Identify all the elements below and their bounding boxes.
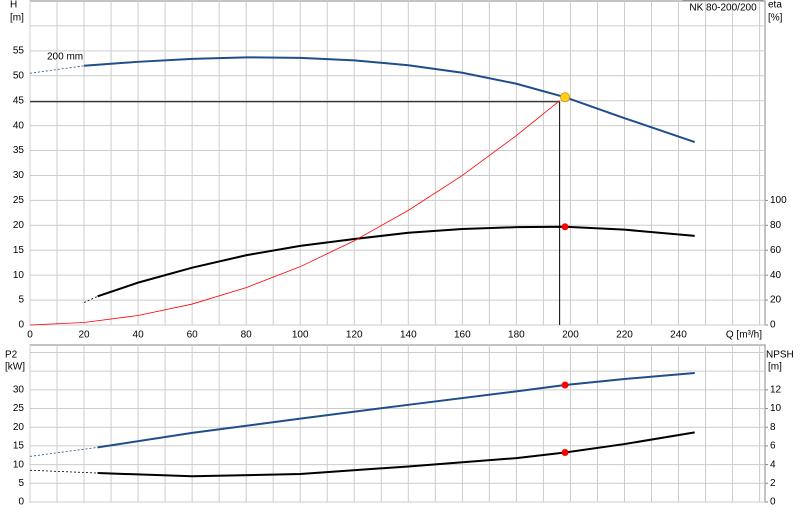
y2-tick-label: 80 (770, 220, 782, 231)
x-tick-label: 180 (508, 330, 525, 341)
y-tick-label: 25 (13, 403, 25, 414)
curve-extrapolated (29, 65, 85, 74)
y2-tick-label: 40 (770, 270, 782, 281)
y2-tick-label: 12 (770, 384, 782, 395)
y-tick-label: 0 (18, 497, 24, 508)
y2-tick-label: 2 (770, 478, 776, 489)
x-tick-label: 80 (241, 330, 253, 341)
plot-area (29, 0, 766, 326)
y-tick-label: 30 (13, 170, 25, 181)
curve-extrapolated (83, 295, 98, 303)
y-tick-label: 40 (13, 120, 25, 131)
y-tick-label: 45 (13, 95, 25, 106)
y2-unit: [%] (768, 13, 783, 24)
y-tick-label: 5 (18, 478, 24, 489)
curve-annotation: 200 mm (47, 52, 83, 63)
y2-label: NPSH (766, 350, 794, 361)
y-tick-label: 10 (13, 270, 25, 281)
curve (29, 100, 560, 326)
y-tick-label: 35 (13, 145, 25, 156)
y-label: P2 (5, 350, 18, 361)
y-tick-label: 0 (18, 320, 24, 331)
x-tick-label: 40 (133, 330, 145, 341)
y-tick-label: 5 (18, 295, 24, 306)
x-tick-label: 240 (670, 330, 687, 341)
y-label: H (10, 0, 17, 11)
y-tick-label: 15 (13, 441, 25, 452)
y2-tick-label: 4 (770, 459, 776, 470)
y-tick-label: 20 (13, 422, 25, 433)
y2-tick-label: 10 (770, 403, 782, 414)
x-tick-label: 160 (454, 330, 471, 341)
operating-point (560, 92, 571, 103)
operating-point (561, 381, 569, 389)
y-tick-label: 55 (13, 45, 25, 56)
y2-tick-label: 0 (770, 497, 776, 508)
operating-point (561, 223, 569, 231)
curve-extrapolated (29, 469, 98, 474)
x-tick-label: 200 (562, 330, 579, 341)
y2-tick-label: 6 (770, 441, 776, 452)
x-tick-label: 60 (187, 330, 199, 341)
y2-tick-label: 100 (770, 195, 787, 206)
y-tick-label: 25 (13, 195, 25, 206)
y-tick-label: 15 (13, 245, 25, 256)
y-tick-label: 50 (13, 70, 25, 81)
y-tick-label: 10 (13, 459, 25, 470)
y2-tick-label: 0 (770, 320, 776, 331)
y2-label: eta (768, 0, 782, 11)
x-label: Q [m³/h] (726, 330, 762, 341)
y-unit: [kW] (5, 362, 25, 373)
curve (97, 225, 695, 298)
x-tick-label: 100 (292, 330, 309, 341)
x-tick-label: 140 (400, 330, 417, 341)
x-tick-label: 220 (616, 330, 633, 341)
curve (97, 431, 695, 478)
curve (97, 372, 695, 449)
curve (83, 56, 696, 144)
y2-tick-label: 20 (770, 295, 782, 306)
x-tick-label: 0 (27, 330, 33, 341)
y-tick-label: 30 (13, 384, 25, 395)
x-tick-label: 20 (78, 330, 90, 341)
curve-extrapolated (29, 447, 98, 457)
x-tick-label: 120 (346, 330, 363, 341)
chart-title: NK 80-200/200 (689, 3, 757, 14)
y2-unit: [m] (768, 362, 782, 373)
y2-tick-label: 8 (770, 422, 776, 433)
operating-point (561, 448, 569, 456)
y2-tick-label: 60 (770, 245, 782, 256)
plot-area (29, 344, 766, 503)
y-tick-label: 20 (13, 220, 25, 231)
y-unit: [m] (10, 13, 24, 24)
